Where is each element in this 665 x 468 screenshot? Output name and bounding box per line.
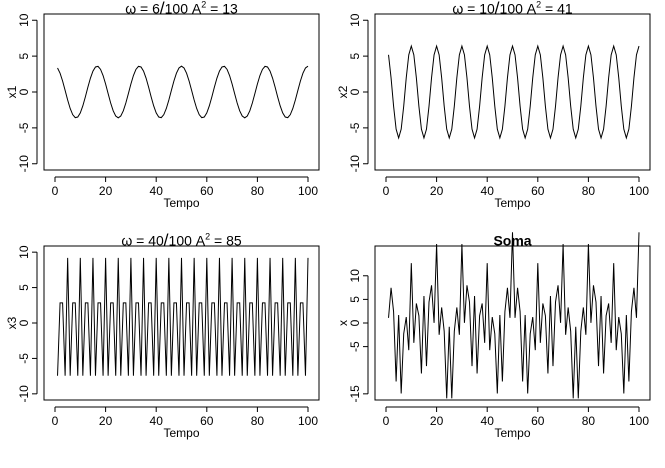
- y-tick-label: 5: [17, 284, 31, 291]
- y-axis-title: x3: [5, 316, 19, 329]
- x-tick-label: 80: [251, 184, 265, 198]
- plot-frame: [374, 13, 651, 171]
- x-tick-label: 80: [582, 184, 596, 198]
- x-tick-label: 0: [52, 184, 59, 198]
- series-line: [57, 257, 309, 376]
- y-tick-label: 5: [348, 52, 362, 59]
- x-tick-label: 60: [531, 414, 545, 428]
- x-tick-label: 0: [383, 184, 390, 198]
- x-tick-label: 0: [52, 414, 59, 428]
- x-tick-label: 60: [200, 184, 214, 198]
- panel-title: ω = 10/100 A2 = 41: [452, 0, 573, 18]
- plot-frame: [43, 245, 320, 401]
- y-tick-label: -5: [348, 122, 362, 133]
- x-tick-label: 20: [430, 414, 444, 428]
- y-tick-label: 0: [348, 319, 362, 326]
- series-line: [57, 65, 309, 119]
- x-axis-title: Tempo: [494, 426, 530, 440]
- y-tick-label: 5: [17, 52, 31, 59]
- panel-title: ω = 40/100 A2 = 85: [121, 231, 242, 250]
- plot-frame: [374, 245, 651, 401]
- panel-title: ω = 6/100 A2 = 13: [125, 0, 238, 18]
- y-tick-label: -5: [348, 341, 362, 352]
- series-line: [388, 44, 640, 140]
- y-tick-label: -10: [17, 385, 31, 403]
- y-tick-label: 10: [17, 13, 31, 27]
- x-tick-label: 20: [99, 414, 113, 428]
- x-tick-label: 80: [582, 414, 596, 428]
- y-tick-label: 10: [17, 245, 31, 259]
- x-axis-title: Tempo: [494, 196, 530, 210]
- y-tick-label: -10: [348, 155, 362, 173]
- x-tick-label: 40: [481, 414, 495, 428]
- y-tick-label: -5: [17, 353, 31, 364]
- x-tick-label: 20: [99, 184, 113, 198]
- x-tick-label: 40: [481, 184, 495, 198]
- y-tick-label: 10: [348, 13, 362, 27]
- y-tick-label: 0: [348, 88, 362, 95]
- y-tick-label: 5: [348, 296, 362, 303]
- y-tick-label: 0: [17, 319, 31, 326]
- plot-frame: [43, 13, 320, 171]
- x-tick-label: 80: [251, 414, 265, 428]
- series-line: [388, 232, 640, 399]
- x-tick-label: 100: [298, 184, 318, 198]
- x-tick-label: 100: [629, 184, 649, 198]
- y-tick-label: -15: [348, 385, 362, 403]
- y-axis-title: x: [336, 320, 350, 326]
- x-tick-label: 60: [200, 414, 214, 428]
- panel-3: 0 20 40 60 80 100 Tempo -10 -5 0 5 10 x3 ω = 40/100 A…: [5, 231, 320, 440]
- x-tick-label: 40: [150, 414, 164, 428]
- y-tick-label: 10: [348, 269, 362, 283]
- x-tick-label: 100: [298, 414, 318, 428]
- x-tick-label: 0: [383, 414, 390, 428]
- x-tick-label: 40: [150, 184, 164, 198]
- y-tick-label: -5: [17, 122, 31, 133]
- y-tick-label: 0: [17, 88, 31, 95]
- x-axis-title: Tempo: [163, 426, 199, 440]
- panel-2: 0 20 40 60 80 100 Tempo -10 -5 0 5 10 x2 ω = 10/100 A…: [336, 0, 651, 210]
- x-axis-title: Tempo: [163, 196, 199, 210]
- y-tick-label: -10: [17, 155, 31, 173]
- x-tick-label: 20: [430, 184, 444, 198]
- panel-1: 0 20 40 60 80 100 Tempo -10 -5 0 5 10 x1 ω = 6/100 A2…: [5, 0, 320, 210]
- y-axis-title: x2: [336, 85, 350, 98]
- y-axis-title: x1: [5, 85, 19, 98]
- x-tick-label: 100: [629, 414, 649, 428]
- x-tick-label: 60: [531, 184, 545, 198]
